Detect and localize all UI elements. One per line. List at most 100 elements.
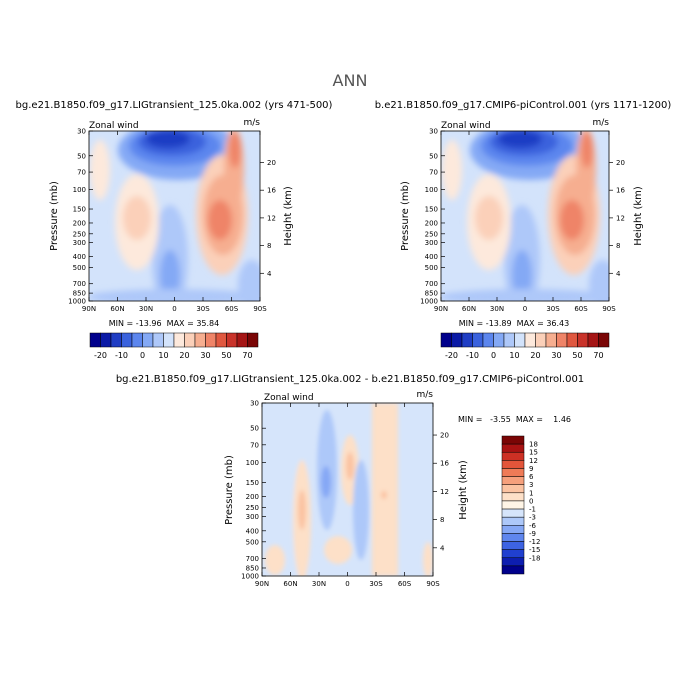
colorbar-swatch — [501, 541, 525, 550]
colorbar-swatch — [173, 332, 185, 348]
panel-left-ylabel-right: Height (km) — [283, 186, 294, 246]
colorbar-label: 30 — [551, 351, 561, 360]
y-tick-label: 70 — [250, 441, 259, 449]
x-tick-label: 90N — [434, 305, 448, 313]
colorbar-swatch — [501, 525, 525, 534]
panel-left-ylabel: Pressure (mb) — [49, 181, 60, 251]
panel-difference-variable: Zonal wind — [264, 393, 314, 403]
y-right-tick-label: 16 — [267, 187, 276, 195]
y-tick-label: 500 — [246, 538, 259, 546]
x-tick-label: 90S — [426, 580, 440, 588]
panel-right-stats: MIN = -13.89 MAX = 36.43 — [459, 319, 569, 328]
panel-right-title: b.e21.B1850.f09_g17.CMIP6-piControl.001 … — [375, 100, 672, 111]
colorbar-swatch — [501, 508, 525, 518]
x-tick-label: 60N — [462, 305, 476, 313]
colorbar-label: -20 — [94, 351, 107, 360]
colorbar-label: -15 — [529, 546, 540, 554]
panel-left-stats: MIN = -13.96 MAX = 35.84 — [109, 319, 219, 328]
colorbar-label: -12 — [529, 538, 540, 546]
panel-right-units: m/s — [593, 118, 610, 128]
colorbar-swatch — [598, 332, 610, 348]
panel-left-variable: Zonal wind — [89, 121, 139, 131]
colorbar-label: -20 — [445, 351, 458, 360]
x-tick-label: 60N — [110, 305, 124, 313]
y-tick-label: 500 — [425, 264, 438, 272]
x-tick-label: 90S — [253, 305, 267, 313]
colorbar-swatch — [142, 332, 154, 348]
x-tick-label: 30N — [139, 305, 153, 313]
colorbar-swatch — [501, 492, 525, 502]
colorbar-swatch — [587, 332, 599, 348]
colorbar-swatch — [514, 332, 526, 348]
colorbar-swatch — [501, 468, 525, 477]
colorbar-swatch — [501, 484, 525, 494]
colorbar-swatch — [100, 332, 112, 348]
colorbar-label: -18 — [529, 554, 540, 562]
y-right-tick-label: 8 — [440, 516, 444, 524]
y-tick-label: 400 — [425, 253, 438, 261]
x-tick-label: 0 — [172, 305, 176, 313]
y-tick-label: 30 — [77, 128, 86, 136]
colorbar-label: -10 — [115, 351, 128, 360]
colorbar-swatch — [566, 332, 578, 348]
colorbar-label: -10 — [466, 351, 479, 360]
panel-difference-stats: MIN = -3.55 MAX = 1.46 — [458, 415, 571, 424]
colorbar-swatch — [131, 332, 143, 348]
y-tick-label: 70 — [429, 169, 438, 177]
colorbar-swatch — [205, 332, 217, 348]
y-tick-label: 30 — [250, 400, 259, 408]
panel-left-units: m/s — [244, 118, 261, 128]
x-tick-label: 90S — [602, 305, 616, 313]
y-right-tick-label: 8 — [267, 242, 271, 250]
y-tick-label: 400 — [73, 253, 86, 261]
colorbar-swatch — [482, 332, 494, 348]
y-tick-label: 70 — [77, 169, 86, 177]
y-tick-label: 30 — [429, 128, 438, 136]
y-tick-label: 250 — [73, 230, 86, 238]
panel-difference-title: bg.e21.B1850.f09_g17.LIGtransient_125.0k… — [116, 374, 584, 385]
colorbar-label: 50 — [572, 351, 582, 360]
colorbar-label: 10 — [158, 351, 168, 360]
panel-difference: bg.e21.B1850.f09_g17.LIGtransient_125.0k… — [116, 374, 584, 588]
colorbar-swatch — [152, 332, 164, 348]
colorbar-swatch — [493, 332, 505, 348]
colorbar-swatch — [472, 332, 484, 348]
y-right-tick-label: 4 — [267, 270, 272, 278]
x-tick-label: 0 — [523, 305, 527, 313]
y-tick-label: 200 — [246, 493, 259, 501]
y-tick-label: 100 — [73, 186, 86, 194]
colorbar-swatch — [440, 332, 452, 348]
panel-right: b.e21.B1850.f09_g17.CMIP6-piControl.001 … — [375, 100, 672, 360]
colorbar-label: 0 — [529, 497, 533, 505]
panel-right-ylabel-right: Height (km) — [633, 186, 644, 246]
y-tick-label: 850 — [246, 564, 259, 572]
colorbar-label: -1 — [529, 506, 536, 514]
panel-difference-units: m/s — [417, 390, 434, 400]
colorbar-label: 9 — [529, 465, 533, 473]
y-tick-label: 300 — [73, 239, 86, 247]
x-tick-label: 60S — [225, 305, 239, 313]
colorbar-label: 20 — [530, 351, 540, 360]
colorbar-swatch — [501, 460, 525, 469]
y-tick-label: 50 — [250, 425, 259, 433]
panel-left-colorbar: -20 -10 0 10 20 30 50 70 — [89, 332, 259, 360]
colorbar-label: -9 — [529, 530, 536, 538]
x-tick-label: 90N — [82, 305, 96, 313]
y-tick-label: 1000 — [420, 298, 438, 306]
panel-difference-field — [262, 403, 433, 576]
colorbar-swatch — [121, 332, 133, 348]
colorbar-swatch — [501, 476, 525, 485]
colorbar-label: -6 — [529, 522, 537, 530]
colorbar-swatch — [226, 332, 238, 348]
colorbar-swatch — [501, 516, 525, 526]
panel-difference-ylabel-right: Height (km) — [458, 460, 469, 520]
colorbar-label: 70 — [242, 351, 252, 360]
colorbar-swatch — [577, 332, 589, 348]
colorbar-swatch — [501, 557, 525, 567]
colorbar-label: 1 — [529, 489, 533, 497]
x-tick-label: 30S — [196, 305, 210, 313]
colorbar-swatch — [501, 451, 525, 461]
colorbar-swatch — [556, 332, 568, 348]
colorbar-swatch — [545, 332, 557, 348]
x-tick-label: 30N — [490, 305, 504, 313]
